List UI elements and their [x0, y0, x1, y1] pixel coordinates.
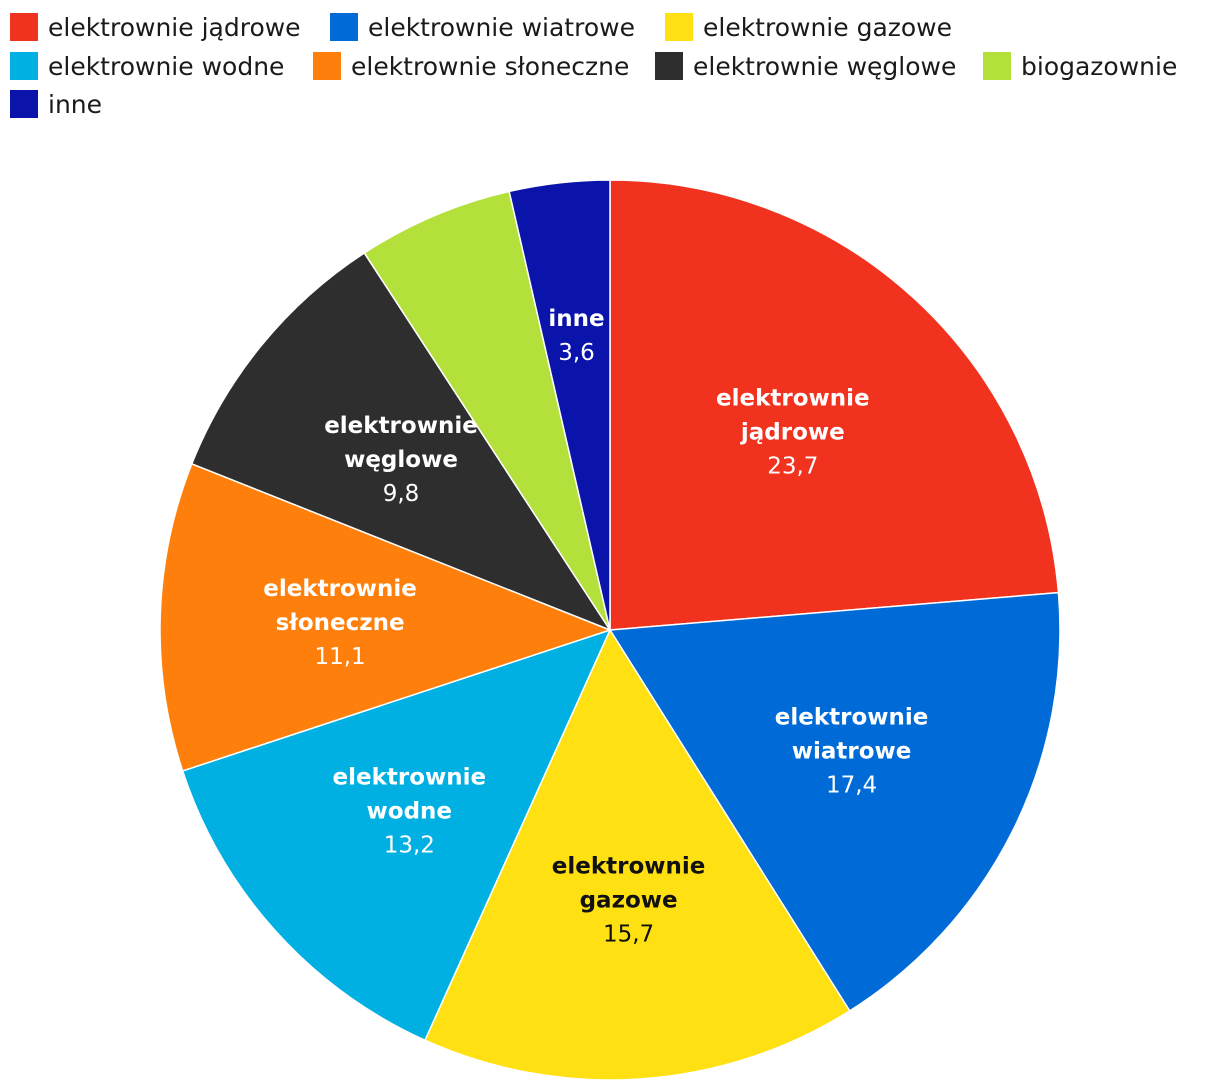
- legend-swatch: [10, 13, 38, 41]
- slice-value-label: 9,8: [383, 481, 420, 507]
- slice-label: elektrownie: [775, 705, 929, 731]
- slice-label: słoneczne: [276, 610, 405, 636]
- pie-slice: [159, 462, 613, 772]
- legend-item: elektrownie wiatrowe: [330, 10, 635, 44]
- chart-legend: elektrownie jądrowe elektrownie wiatrowe e…: [0, 0, 1220, 130]
- slice-value-label: 11,1: [314, 644, 365, 670]
- legend-item: elektrownie słoneczne: [313, 49, 629, 83]
- slice-label: inne: [548, 306, 604, 332]
- pie-slice: [508, 179, 611, 631]
- legend-swatch: [313, 52, 341, 80]
- slice-label: elektrownie: [552, 853, 706, 879]
- slice-label: elektrownie: [324, 413, 478, 439]
- legend-swatch: [10, 52, 38, 80]
- legend-label: inne: [48, 89, 103, 119]
- legend-swatch: [665, 13, 693, 41]
- legend-item: elektrownie gazowe: [665, 10, 952, 44]
- legend-item: elektrownie węglowe: [655, 49, 956, 83]
- pie-slice: [190, 251, 612, 632]
- pie-slice: [363, 190, 611, 631]
- legend-swatch: [330, 13, 358, 41]
- pie-slice: [181, 628, 612, 1042]
- slice-label: elektrownie: [263, 576, 417, 602]
- slice-value-label: 13,2: [384, 833, 435, 859]
- legend-label: elektrownie gazowe: [703, 12, 953, 42]
- slice-value-label: 17,4: [826, 773, 877, 799]
- legend-swatch: [983, 52, 1011, 80]
- legend-item: elektrownie jądrowe: [10, 10, 301, 44]
- legend-label: elektrownie wiatrowe: [368, 12, 635, 42]
- legend-label: elektrownie wodne: [48, 51, 285, 81]
- slice-value-label: 3,6: [558, 340, 595, 366]
- slice-value-label: 23,7: [767, 453, 818, 479]
- pie-slices: [159, 179, 1061, 1081]
- slice-value-label: 15,7: [603, 921, 654, 947]
- legend-label: elektrownie węglowe: [693, 51, 957, 81]
- legend-item: inne: [10, 87, 102, 121]
- pie-slice: [609, 179, 1060, 631]
- pie-slice: [608, 591, 1061, 1012]
- legend-swatch: [10, 90, 38, 118]
- slice-label: węglowe: [344, 447, 458, 473]
- legend-item: elektrownie wodne: [10, 49, 284, 83]
- legend-label: elektrownie jądrowe: [48, 12, 301, 42]
- legend-label: elektrownie słoneczne: [351, 51, 630, 81]
- pie-slice: [423, 628, 851, 1081]
- slice-label: wodne: [367, 799, 453, 825]
- legend-swatch: [655, 52, 683, 80]
- slice-label: gazowe: [580, 887, 678, 913]
- legend-item: biogazownie: [983, 49, 1177, 83]
- legend-label: biogazownie: [1021, 51, 1178, 81]
- slice-label: elektrownie: [332, 765, 486, 791]
- slice-label: wiatrowe: [792, 739, 912, 765]
- slice-label: jądrowe: [740, 419, 845, 445]
- pie-labels: elektrownie jądrowe 23,7 elektrownie wiatrow…: [263, 306, 928, 948]
- slice-label: elektrownie: [716, 385, 870, 411]
